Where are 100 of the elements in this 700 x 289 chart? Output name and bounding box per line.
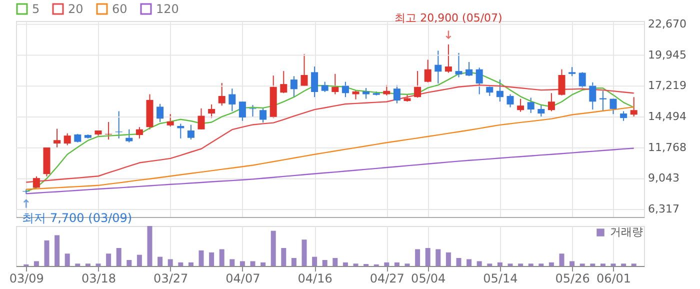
- candlestick: [506, 94, 514, 108]
- candlestick: [455, 52, 462, 78]
- bar: [106, 254, 112, 266]
- bar: [332, 258, 338, 266]
- bar: [219, 249, 224, 266]
- candlestick: [434, 50, 442, 84]
- bar: [126, 260, 132, 266]
- candlestick: [568, 66, 576, 77]
- bar: [270, 230, 276, 266]
- candlestick: [321, 81, 328, 92]
- bar: [476, 261, 482, 266]
- bar: [497, 262, 502, 266]
- candlestick: [496, 79, 504, 102]
- legend-label: 거래량: [610, 226, 643, 238]
- bar: [548, 262, 554, 266]
- bar: [147, 226, 152, 266]
- candlestick: [260, 108, 267, 124]
- bar: [342, 262, 348, 266]
- candlestick: [424, 59, 432, 83]
- candlestick: [280, 70, 288, 94]
- x-tick-label: 04/07: [226, 272, 260, 286]
- bar: [54, 235, 60, 266]
- candlestick: [342, 81, 349, 98]
- candlestick: [527, 97, 534, 114]
- x-tick-label: 04/16: [298, 272, 332, 286]
- candlestick: [332, 73, 339, 95]
- candlestick: [548, 92, 555, 112]
- candlestick: [383, 84, 390, 96]
- x-tick-label: 05/26: [555, 272, 590, 286]
- bar: [250, 261, 256, 266]
- candlestick: [300, 54, 308, 87]
- candlestick: [476, 67, 483, 95]
- candlestick: [187, 124, 194, 140]
- candlestick: [538, 104, 545, 118]
- y-tick-label: 17,219: [648, 79, 686, 92]
- candlestick: [466, 61, 473, 77]
- x-tick-label: 04/27: [370, 272, 404, 286]
- bar: [456, 258, 462, 266]
- y-tick-label: 9,043: [648, 172, 680, 185]
- bar: [559, 254, 564, 266]
- bar: [188, 262, 194, 266]
- bar: [302, 240, 307, 266]
- bar: [209, 252, 214, 266]
- x-tick-label: 06/01: [596, 272, 632, 286]
- candlestick: [228, 88, 236, 112]
- bar: [158, 256, 163, 266]
- x-tick-label: 05/04: [411, 272, 446, 286]
- candlestick: [414, 70, 422, 98]
- bar: [230, 259, 235, 266]
- candlestick: [208, 104, 216, 119]
- candlestick: [393, 84, 400, 104]
- x-tick-label: 05/14: [483, 272, 518, 286]
- legend-label: 20: [68, 2, 84, 16]
- bar: [260, 262, 266, 266]
- candlestick: [64, 132, 71, 146]
- annotation: 최저 7,700 (03/09): [22, 210, 132, 225]
- bar: [116, 248, 122, 266]
- x-tick-label: 03/09: [9, 272, 44, 286]
- bar: [291, 258, 296, 266]
- bar: [415, 249, 420, 266]
- x-tick-label: 03/27: [154, 272, 188, 286]
- candlestick: [362, 88, 370, 100]
- bar: [384, 262, 390, 266]
- legend-label: 60: [112, 2, 128, 16]
- bar: [281, 248, 286, 266]
- legend-label: 5: [32, 2, 40, 16]
- bar: [136, 254, 142, 266]
- candlestick: [136, 126, 143, 139]
- bar: [198, 250, 204, 266]
- bar: [394, 262, 400, 266]
- candlestick: [198, 108, 205, 130]
- bar: [425, 248, 430, 266]
- candlestick: [599, 90, 606, 112]
- bar: [436, 249, 441, 266]
- candlestick: [166, 114, 174, 128]
- candlestick: [290, 76, 298, 98]
- y-tick-label: 14,494: [648, 110, 686, 123]
- y-tick-label: 11,768: [648, 140, 686, 154]
- legend-label: 120: [156, 2, 179, 16]
- annotation: 최고 20,900 (05/07): [394, 11, 502, 24]
- candlestick: [610, 98, 617, 115]
- y-tick-label: 22,670: [648, 17, 686, 30]
- bar: [34, 261, 39, 266]
- y-tick-label: 6,317: [648, 202, 680, 216]
- candlestick: [352, 90, 360, 100]
- candlestick: [218, 82, 226, 106]
- candlestick: [311, 66, 318, 98]
- bar: [64, 254, 70, 266]
- candlestick: [630, 96, 638, 118]
- candlestick: [620, 110, 628, 122]
- bar: [312, 256, 318, 266]
- bar: [322, 260, 328, 266]
- candlestick: [54, 128, 61, 149]
- bar: [446, 252, 451, 266]
- bar: [44, 240, 50, 266]
- bar: [178, 262, 184, 266]
- line-series: [26, 148, 634, 194]
- bar: [168, 259, 173, 266]
- candlestick: [238, 101, 246, 122]
- bar: [466, 259, 472, 266]
